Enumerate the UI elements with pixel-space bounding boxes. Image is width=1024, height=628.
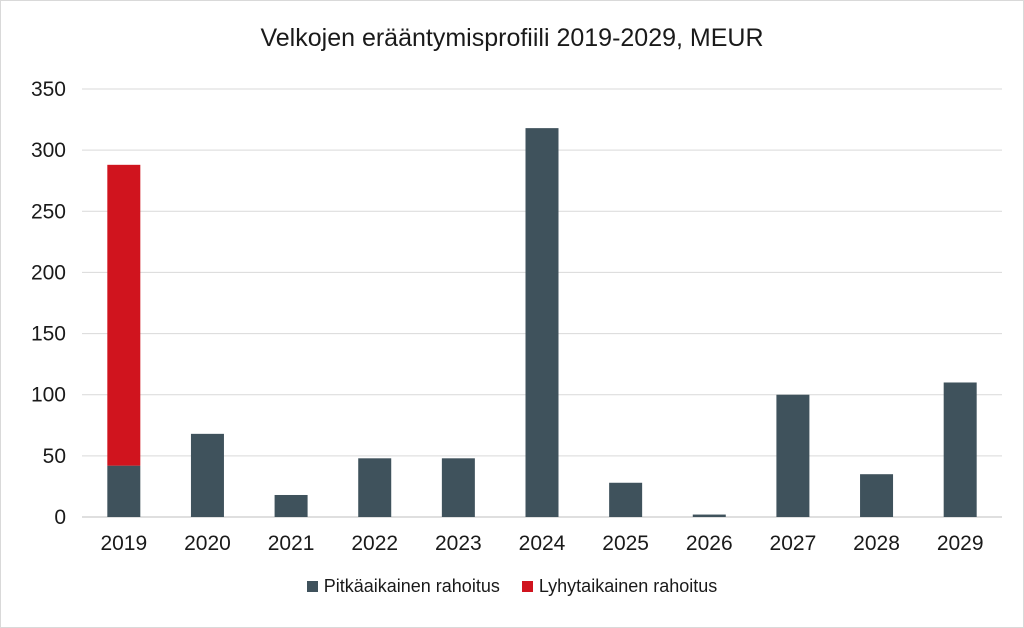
x-tick-label: 2028 [853,532,900,555]
x-tick-label: 2019 [100,532,147,555]
legend-label: Lyhytaikainen rahoitus [538,576,718,596]
legend-swatch [306,581,318,592]
x-tick-label: 2023 [435,532,482,555]
x-tick-label: 2022 [351,532,398,555]
y-tick-label: 50 [43,445,66,468]
bar-2024-series-0 [525,128,559,518]
x-tick-label: 2026 [686,532,733,555]
y-tick-label: 100 [31,384,66,407]
bars [107,128,977,518]
y-tick-label: 300 [31,139,66,162]
legend: Pitkäaikainen rahoitus Lyhytaikainen rah… [0,576,1024,597]
y-tick-label: 150 [31,323,66,346]
x-tick-label: 2027 [770,532,817,555]
x-tick-label: 2020 [184,532,231,555]
legend-label: Pitkäaikainen rahoitus [323,576,500,596]
x-tick-label: 2021 [268,532,315,555]
bar-2023-series-0 [441,458,475,517]
x-tick-label: 2029 [937,532,984,555]
bar-2021-series-0 [274,494,308,517]
bar-2019-series-0 [107,465,141,517]
y-axis-ticks: 0 50 100 150 200 250 300 350 [31,78,66,529]
legend-item-long-term: Pitkäaikainen rahoitus [306,576,500,597]
bar-2026-series-0 [692,514,726,517]
bar-2022-series-0 [358,458,392,517]
y-tick-label: 200 [31,261,66,284]
bar-2020-series-0 [190,433,224,517]
bar-2027-series-0 [776,394,810,517]
x-tick-label: 2024 [519,532,566,555]
legend-swatch [521,581,533,592]
y-tick-label: 350 [31,78,66,101]
chart-title: Velkojen erääntymisprofiili 2019-2029, M… [260,24,764,52]
bar-2019-series-1 [107,164,141,466]
bar-2028-series-0 [860,474,894,517]
bar-2029-series-0 [943,382,977,517]
legend-item-short-term: Lyhytaikainen rahoitus [521,576,718,597]
y-tick-label: 250 [31,200,66,223]
y-tick-label: 0 [54,506,66,529]
x-tick-label: 2025 [602,532,649,555]
bar-2025-series-0 [609,482,643,517]
x-axis-ticks: 2019 2020 2021 2022 2023 2024 2025 2026 2027 2028… [100,532,983,555]
